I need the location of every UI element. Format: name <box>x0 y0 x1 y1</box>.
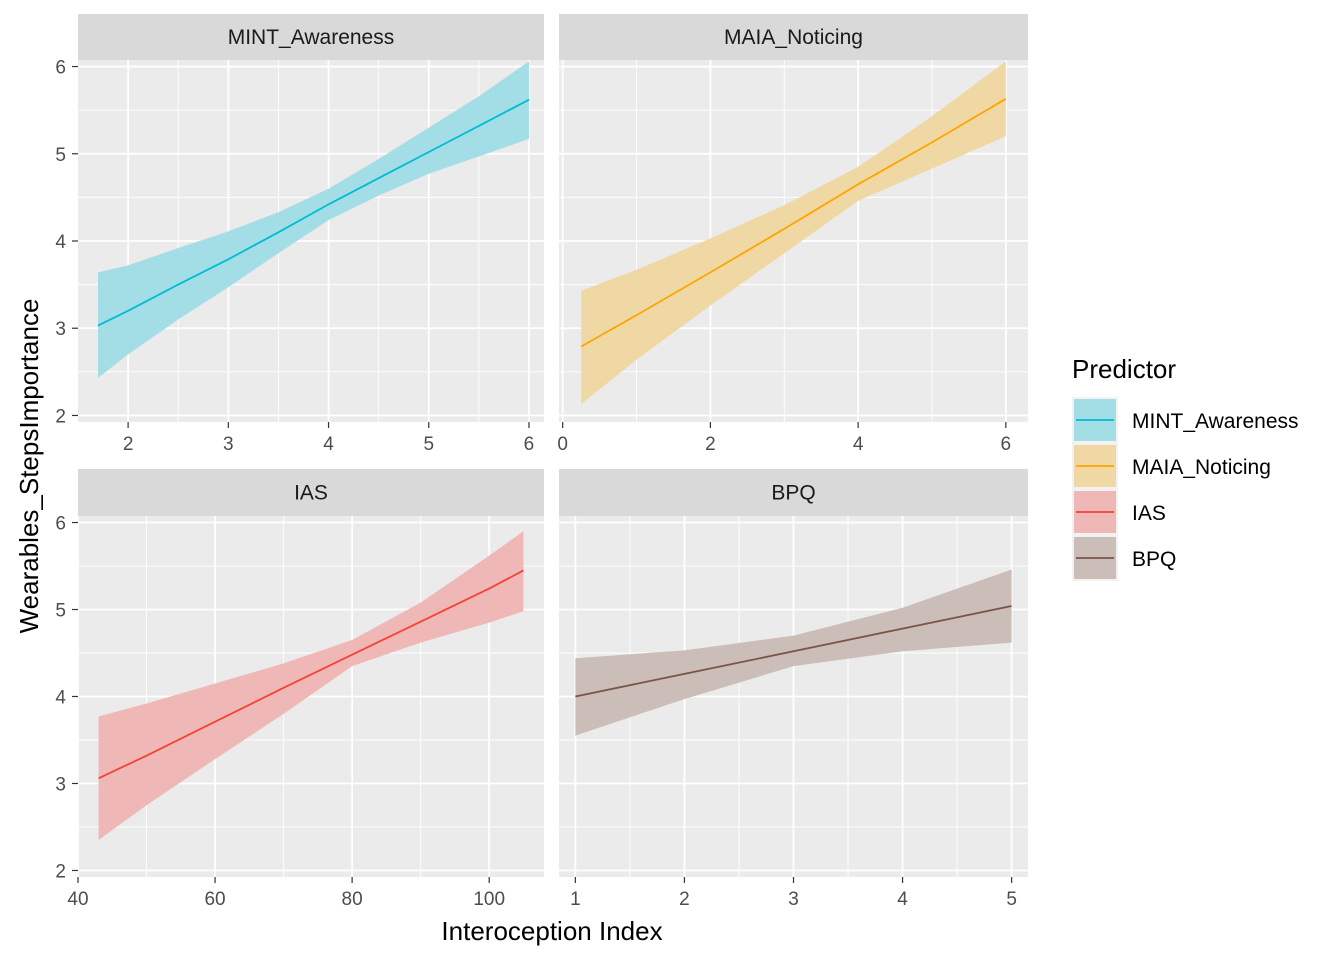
facet-strip <box>559 469 1028 516</box>
x-tick-label: 4 <box>853 434 864 455</box>
x-tick-label: 40 <box>67 889 88 910</box>
confidence-band <box>575 569 1012 736</box>
x-tick-label: 1 <box>570 889 581 910</box>
y-tick-label: 2 <box>55 406 66 427</box>
legend-label: BPQ <box>1132 548 1176 571</box>
x-tick-label: 3 <box>223 434 234 455</box>
y-tick-label: 3 <box>55 774 66 795</box>
x-tick-label: 4 <box>897 889 908 910</box>
x-tick-label: 4 <box>323 434 334 455</box>
y-tick-label: 4 <box>55 688 66 709</box>
y-tick-label: 4 <box>55 232 66 253</box>
series-line <box>97 98 530 327</box>
x-tick-label: 2 <box>705 434 716 455</box>
y-tick-label: 6 <box>55 514 66 535</box>
x-tick-label: 6 <box>1001 434 1012 455</box>
facet-strip-label: MINT_Awareness <box>228 26 395 49</box>
facet-strip <box>559 14 1028 60</box>
panel-ias: IAS 2 3 4 5 6 40 60 80 100 <box>55 469 544 910</box>
series-line <box>575 605 1012 698</box>
facet-strip <box>78 469 544 516</box>
x-tick-label: 3 <box>788 889 799 910</box>
confidence-band <box>581 61 1006 405</box>
legend-label: MINT_Awareness <box>1132 410 1299 433</box>
legend-label: IAS <box>1132 502 1166 525</box>
x-tick-label: 6 <box>524 434 535 455</box>
legend-title: Predictor <box>1072 354 1176 384</box>
legend: Predictor MINT_Awareness MAIA_Noticing IAS B… <box>1072 354 1299 581</box>
y-tick-label: 2 <box>55 861 66 882</box>
panel-mint-awareness: MINT_Awareness 2 3 4 5 6 2 3 4 5 6 <box>55 14 544 455</box>
y-tick-label: 3 <box>55 319 66 340</box>
y-axis-title: Wearables_StepsImportance <box>14 299 44 634</box>
panel-bpq: BPQ 1 2 3 4 5 <box>559 469 1028 910</box>
x-tick-label: 0 <box>557 434 568 455</box>
facet-strip-label: IAS <box>294 482 328 505</box>
confidence-band <box>98 531 524 840</box>
y-tick-label: 5 <box>55 601 66 622</box>
x-tick-label: 2 <box>123 434 134 455</box>
facet-strip <box>78 14 544 60</box>
series-line <box>580 98 1007 348</box>
x-tick-label: 80 <box>342 889 363 910</box>
x-axis-title: Interoception Index <box>441 916 662 946</box>
x-tick-label: 60 <box>204 889 225 910</box>
confidence-band <box>98 61 529 378</box>
facet-strip-label: MAIA_Noticing <box>724 26 863 49</box>
series-line <box>98 569 524 780</box>
facet-strip-label: BPQ <box>771 482 815 505</box>
legend-label: MAIA_Noticing <box>1132 456 1271 479</box>
x-tick-label: 5 <box>1006 889 1017 910</box>
panel-maia-noticing: MAIA_Noticing 0 2 4 6 <box>557 14 1028 455</box>
y-tick-label: 6 <box>55 58 66 79</box>
y-tick-label: 5 <box>55 145 66 166</box>
x-tick-label: 100 <box>473 889 505 910</box>
x-tick-label: 2 <box>679 889 690 910</box>
x-tick-label: 5 <box>423 434 434 455</box>
